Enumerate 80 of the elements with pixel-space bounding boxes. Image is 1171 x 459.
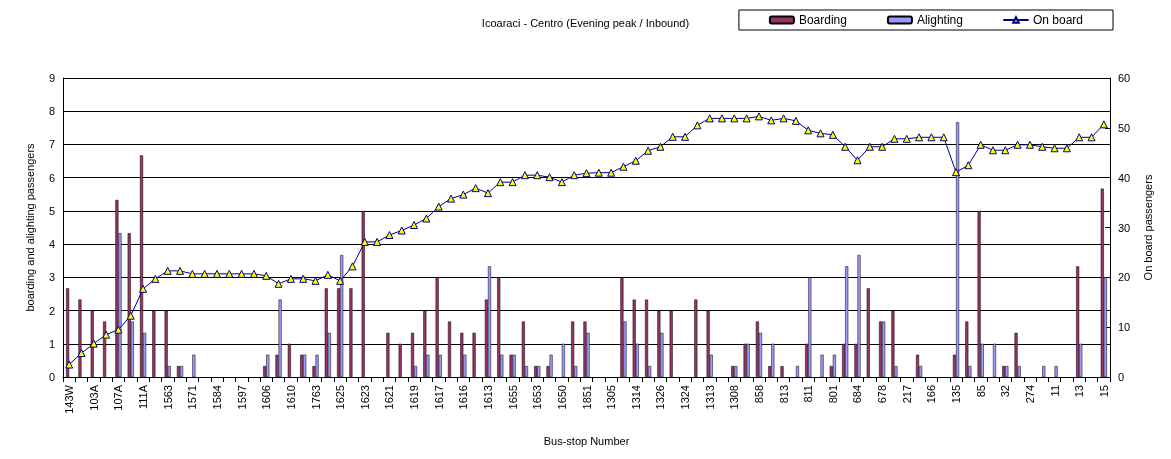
y2-tick-label: 10: [1118, 321, 1131, 334]
x-tick-label: 1619: [408, 385, 421, 410]
x-tick-label: 135: [950, 385, 963, 404]
x-tick-label: 15: [1097, 385, 1110, 398]
y-tick-label: 5: [48, 204, 55, 217]
bar: [192, 354, 196, 377]
x-tick-label: 13: [1073, 385, 1086, 398]
bar: [180, 366, 184, 377]
x-tick-label: 813: [777, 385, 790, 404]
x-tick-label: 811: [802, 385, 815, 403]
x-tick-label: 1851: [580, 385, 593, 410]
bar: [916, 354, 920, 377]
x-tick-label: 1584: [210, 385, 223, 410]
y2-tick-label: 50: [1118, 121, 1131, 134]
y-axis-title: boarding and alighting passengers: [23, 142, 36, 312]
legend-label: Boarding: [798, 13, 847, 27]
x-tick-label: 1305: [605, 385, 618, 410]
bar: [832, 354, 836, 377]
bar: [549, 354, 553, 377]
y2-tick-label: 30: [1118, 221, 1131, 234]
y2-tick-label: 0: [1118, 371, 1125, 383]
bar: [176, 366, 181, 377]
x-tick-label: 217: [900, 385, 913, 404]
x-tick-label: 85: [974, 385, 987, 398]
bar: [795, 366, 799, 377]
x-tick-label: 1653: [531, 385, 544, 410]
x-tick-label: 1621: [383, 385, 396, 410]
x-tick-label: 1763: [309, 385, 322, 410]
x-tick-label: 1625: [334, 385, 347, 410]
x-tick-label: 274: [1023, 385, 1036, 404]
x-tick-label: 1650: [555, 385, 568, 410]
bar: [820, 354, 824, 377]
legend-label: On board: [1032, 13, 1084, 27]
y-tick-label: 6: [48, 171, 55, 184]
y-tick-label: 7: [48, 138, 55, 151]
y-tick-label: 1: [48, 337, 55, 350]
x-tick-label: 1655: [506, 385, 519, 410]
bar: [266, 354, 270, 377]
x-tick-label: 1571: [186, 385, 199, 410]
x-tick-label: 1324: [679, 385, 692, 410]
x-tick-label: 858: [752, 385, 765, 404]
y-tick-label: 4: [48, 238, 55, 251]
x-tick-label: 1623: [358, 385, 371, 410]
bar: [1054, 366, 1058, 377]
x-tick-label: 103A: [87, 384, 100, 411]
x-tick-label: 1308: [728, 385, 741, 410]
y2-tick-label: 40: [1118, 171, 1131, 184]
x-axis-title: Bus-stop Number: [543, 434, 630, 447]
y-tick-label: 2: [48, 304, 55, 317]
x-tick-label: 11: [1048, 385, 1061, 397]
x-tick-label: 1326: [654, 385, 667, 410]
y-tick-label: 9: [48, 72, 55, 84]
x-tick-label: 107A: [112, 384, 125, 411]
chart-title: Icoaraci - Centro (Evening peak / Inbound): [481, 16, 690, 29]
x-tick-label: 1563: [161, 385, 174, 410]
x-tick-label: 111A: [137, 384, 150, 410]
x-tick-label: 1606: [260, 385, 273, 410]
x-tick-label: 1617: [432, 385, 445, 410]
y-tick-label: 0: [48, 371, 55, 383]
x-tick-label: 166: [925, 385, 938, 404]
x-tick-label: 1613: [481, 385, 494, 410]
bar: [780, 366, 784, 377]
bar: [315, 354, 319, 377]
x-tick-label: 1313: [703, 385, 716, 410]
y2-tick-label: 20: [1118, 271, 1131, 284]
x-tick-label: 143W: [63, 384, 76, 414]
x-tick-label: 678: [876, 385, 889, 404]
bar: [1042, 366, 1046, 377]
x-tick-label: 801: [826, 385, 839, 404]
x-tick-label: 1597: [235, 385, 248, 410]
x-tick-label: 1314: [629, 385, 642, 410]
y2-axis-title: On board passengers: [1141, 174, 1154, 281]
legend-label: Alighting: [916, 13, 963, 27]
x-tick-label: 32: [999, 385, 1012, 398]
x-tick-label: 684: [851, 385, 864, 404]
x-tick-label: 1616: [457, 385, 470, 410]
y-tick-label: 3: [48, 271, 55, 284]
x-tick-label: 1610: [284, 385, 297, 410]
y2-tick-label: 60: [1118, 72, 1131, 84]
y-tick-label: 8: [48, 105, 55, 118]
